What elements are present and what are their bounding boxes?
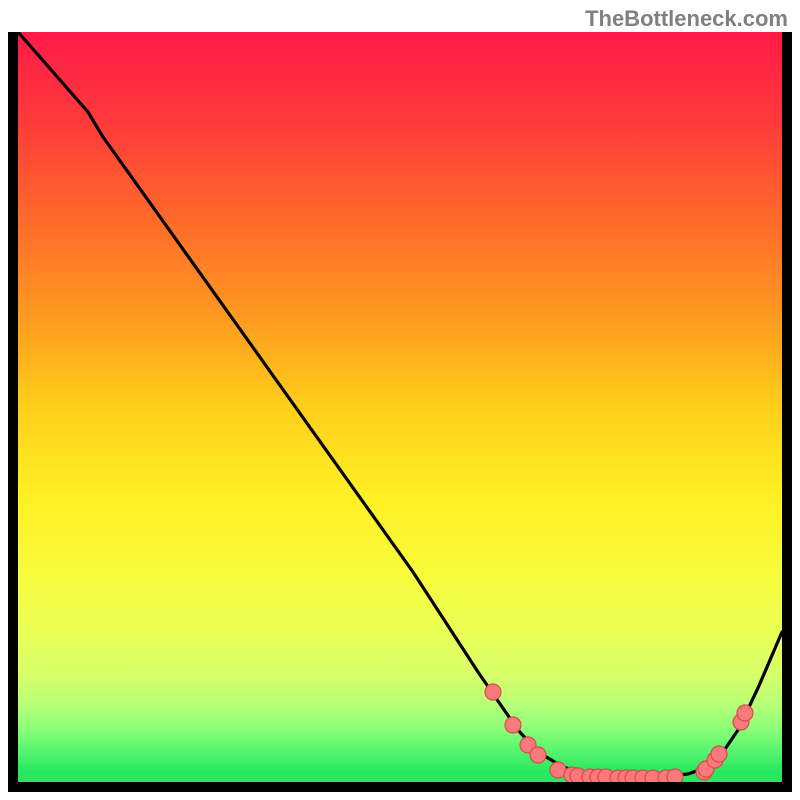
gradient-bg — [18, 32, 782, 782]
data-marker — [737, 705, 753, 721]
watermark-text: TheBottleneck.com — [585, 6, 788, 32]
plot-area — [18, 32, 782, 782]
data-marker — [530, 747, 546, 763]
data-marker — [485, 684, 501, 700]
chart-frame — [8, 32, 792, 792]
data-marker — [505, 717, 521, 733]
data-marker — [711, 746, 727, 762]
data-marker — [667, 769, 683, 782]
chart-svg — [18, 32, 782, 782]
chart-container: TheBottleneck.com — [0, 0, 800, 800]
